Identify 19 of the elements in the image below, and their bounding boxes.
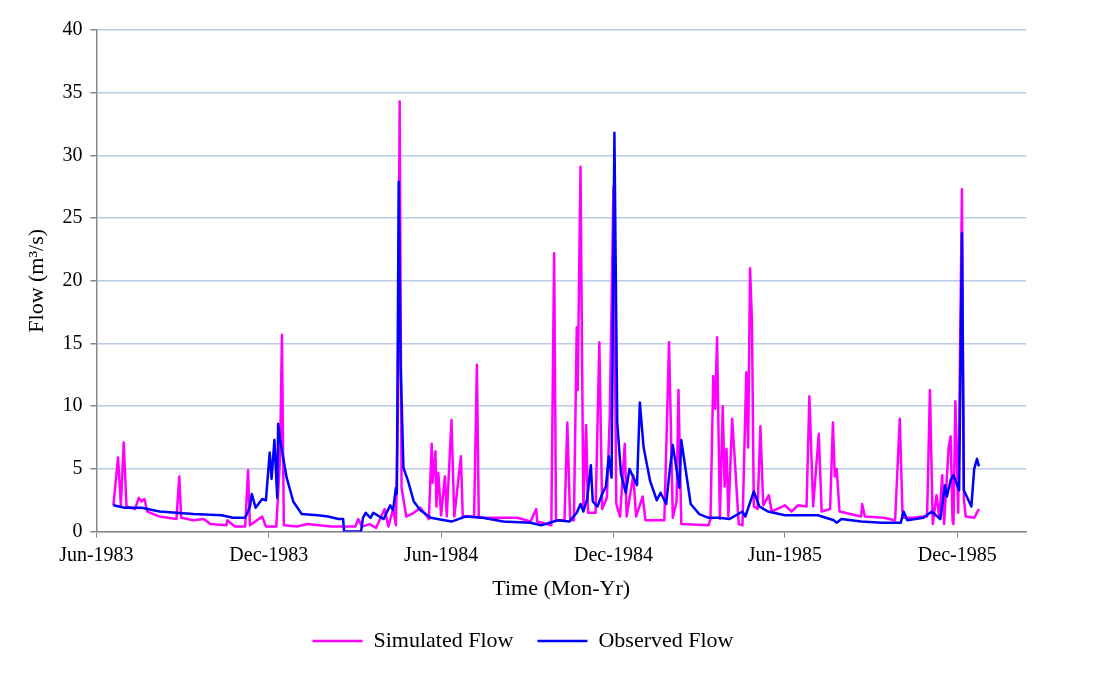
x-tick-label: Jun-1985 — [747, 542, 823, 565]
x-axis-title: Time (Mon-Yr) — [492, 574, 631, 600]
x-tick-label: Jun-1984 — [403, 542, 479, 565]
y-tick-label: 10 — [62, 393, 83, 416]
x-tick-label: Dec-1983 — [229, 542, 309, 565]
legend-label: Observed Flow — [598, 626, 734, 652]
y-tick-label: 35 — [62, 79, 83, 102]
x-tick-label: Dec-1985 — [917, 542, 997, 565]
y-axis-title: Flow (m³/s) — [22, 228, 48, 333]
y-tick-label: 40 — [62, 17, 83, 40]
y-tick-label: 5 — [72, 456, 83, 479]
x-tick-label: Jun-1983 — [59, 542, 134, 565]
legend-label: Simulated Flow — [373, 626, 514, 652]
y-tick-label: 15 — [62, 330, 83, 353]
x-tick-label: Dec-1984 — [574, 542, 653, 565]
y-tick-label: 0 — [72, 518, 83, 541]
y-tick-label: 20 — [62, 268, 83, 291]
y-tick-label: 25 — [62, 205, 83, 228]
y-tick-label: 30 — [62, 142, 83, 165]
